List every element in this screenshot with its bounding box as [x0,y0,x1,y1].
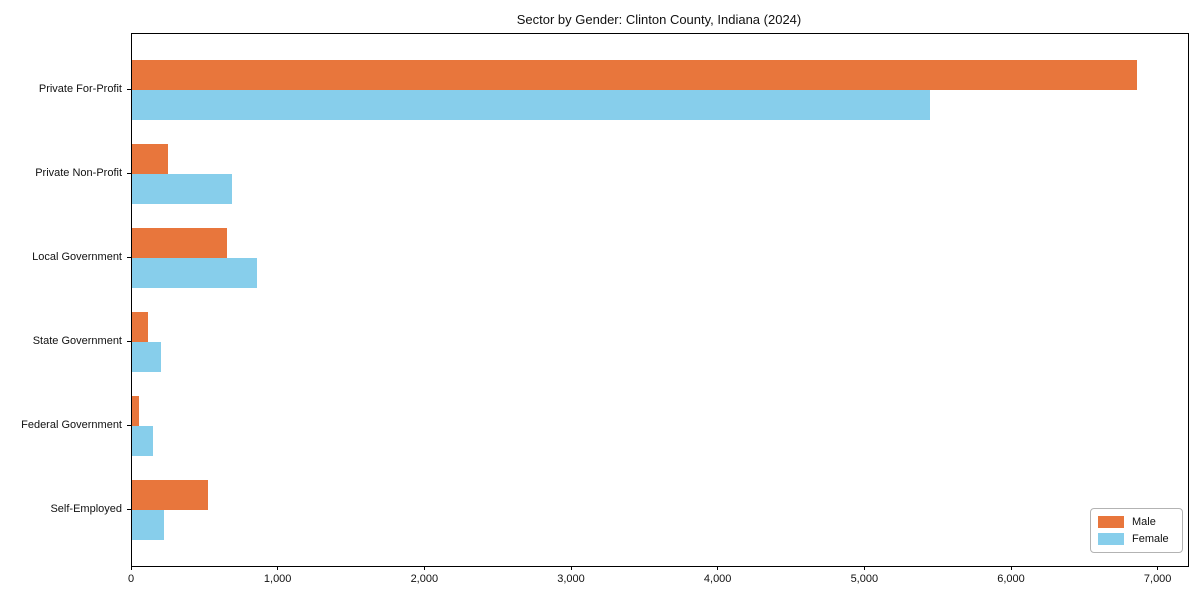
x-tick-label-6000: 6,000 [997,573,1025,585]
legend-label-male: Male [1132,516,1156,528]
y-tick [127,508,131,510]
x-axis: 0 1,000 2,000 3,000 4,000 5,000 6,000 7,000 [128,566,1187,600]
x-tick-label-4000: 4,000 [703,573,732,585]
y-tick [127,340,131,342]
legend-entry-male: Male [1098,516,1175,528]
y-tick-label-self-employed: Self-Employed [50,503,122,515]
bar-female-private-non-profit [132,174,232,204]
bar-female-federal-government [132,426,154,456]
bar-female-local-government [132,258,257,288]
x-tick [717,566,719,570]
y-tick-label-federal-government: Federal Government [21,419,122,431]
legend-entry-female: Female [1098,533,1175,545]
legend-swatch-male [1098,516,1124,528]
legend: Male Female [1090,508,1183,553]
x-tick-label-2000: 2,000 [410,573,439,585]
legend-label-female: Female [1132,533,1169,545]
y-tick [127,172,131,174]
x-tick [863,566,865,570]
y-tick-label-state-government: State Government [32,335,122,347]
y-tick [127,88,131,90]
bar-male-local-government [132,228,227,258]
x-tick [130,566,132,570]
bar-male-state-government [132,312,149,342]
bar-female-state-government [132,342,162,372]
y-tick-label-private-for-profit: Private For-Profit [38,83,122,95]
bar-female-self-employed [132,510,165,540]
x-tick [1010,566,1012,570]
x-tick-label-3000: 3,000 [557,573,585,585]
x-tick-label-7000: 7,000 [1143,573,1172,585]
bar-male-self-employed [132,480,208,510]
y-tick-label-local-government: Local Government [32,251,122,263]
legend-swatch-female [1098,533,1124,545]
x-tick [423,566,425,570]
y-tick [127,424,131,426]
bar-male-federal-government [132,396,140,426]
x-tick-label-5000: 5,000 [850,573,879,585]
bar-male-private-non-profit [132,144,168,174]
x-tick-label-1000: 1,000 [263,573,292,585]
chart-title: Sector by Gender: Clinton County, Indian… [516,12,802,27]
bar-female-private-for-profit [132,90,930,120]
y-axis: Private For-Profit Private Non-Profit Loca… [0,33,131,565]
x-tick [277,566,279,570]
plot-area [131,33,1189,567]
x-tick-label-0: 0 [127,573,135,585]
y-tick [127,256,131,258]
bar-male-private-for-profit [132,60,1137,90]
x-tick [1157,566,1159,570]
y-tick-label-private-non-profit: Private Non-Profit [35,167,122,179]
x-tick [570,566,572,570]
